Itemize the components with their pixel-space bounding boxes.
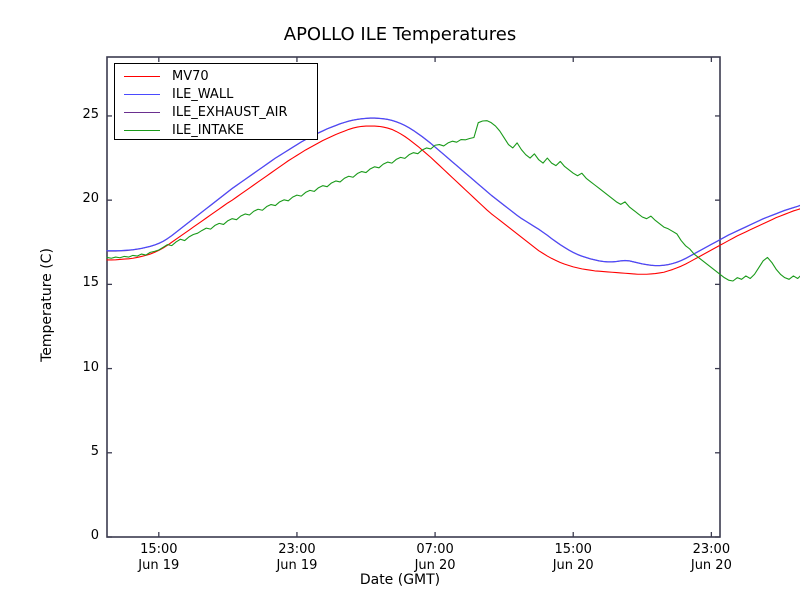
x-tick-time: 07:00	[416, 542, 454, 557]
y-tick-label-15: 15	[82, 275, 99, 291]
x-axis-label: Date (GMT)	[359, 572, 441, 588]
x-tick-label: 07:00 Jun 20	[375, 542, 495, 574]
legend-item[interactable]: ILE_WALL	[115, 85, 317, 103]
y-tick-label-5: 5	[90, 443, 99, 459]
y-tick-label-10: 10	[82, 359, 99, 375]
legend-color-swatch	[124, 129, 160, 131]
legend-item-label: ILE_EXHAUST_AIR	[172, 104, 288, 120]
x-tick-time: 23:00	[278, 542, 316, 557]
x-tick-time: 23:00	[692, 542, 731, 557]
series-line-mv70	[106, 125, 800, 275]
x-tick-label: 23:00 Jun 20	[651, 542, 771, 574]
series-line-ile_wall	[106, 117, 800, 267]
y-tick-label-20: 20	[82, 191, 99, 207]
x-tick-date: Jun 19	[138, 558, 180, 573]
legend-item[interactable]: ILE_EXHAUST_AIR	[115, 103, 317, 121]
legend-color-swatch	[124, 75, 160, 77]
x-tick-date: Jun 20	[552, 558, 594, 573]
x-tick-time: 15:00	[554, 542, 592, 557]
series-line-ile_intake	[106, 120, 800, 282]
chart-title: APOLLO ILE Temperatures	[283, 24, 517, 45]
x-tick-label: 15:00 Jun 19	[99, 542, 219, 574]
chart-legend: MV70 ILE_WALL ILE_EXHAUST_AIR ILE_INTAKE	[114, 63, 318, 140]
x-tick-label: 15:00 Jun 20	[513, 542, 633, 574]
y-tick-label-0: 0	[90, 528, 99, 543]
legend-item-label: ILE_INTAKE	[172, 122, 244, 138]
y-tick-label-25: 25	[82, 106, 99, 122]
x-tick-date: Jun 20	[690, 558, 732, 573]
x-tick-time: 15:00	[140, 542, 178, 557]
x-tick-label: 23:00 Jun 19	[237, 542, 357, 574]
x-tick-date: Jun 20	[414, 558, 456, 573]
legend-item-label: ILE_WALL	[172, 86, 234, 102]
x-tick-date: Jun 19	[276, 558, 318, 573]
legend-color-swatch	[124, 111, 160, 113]
legend-item-label: MV70	[172, 68, 209, 84]
legend-color-swatch	[124, 93, 160, 95]
legend-item[interactable]: MV70	[115, 67, 317, 85]
legend-item[interactable]: ILE_INTAKE	[115, 121, 317, 139]
